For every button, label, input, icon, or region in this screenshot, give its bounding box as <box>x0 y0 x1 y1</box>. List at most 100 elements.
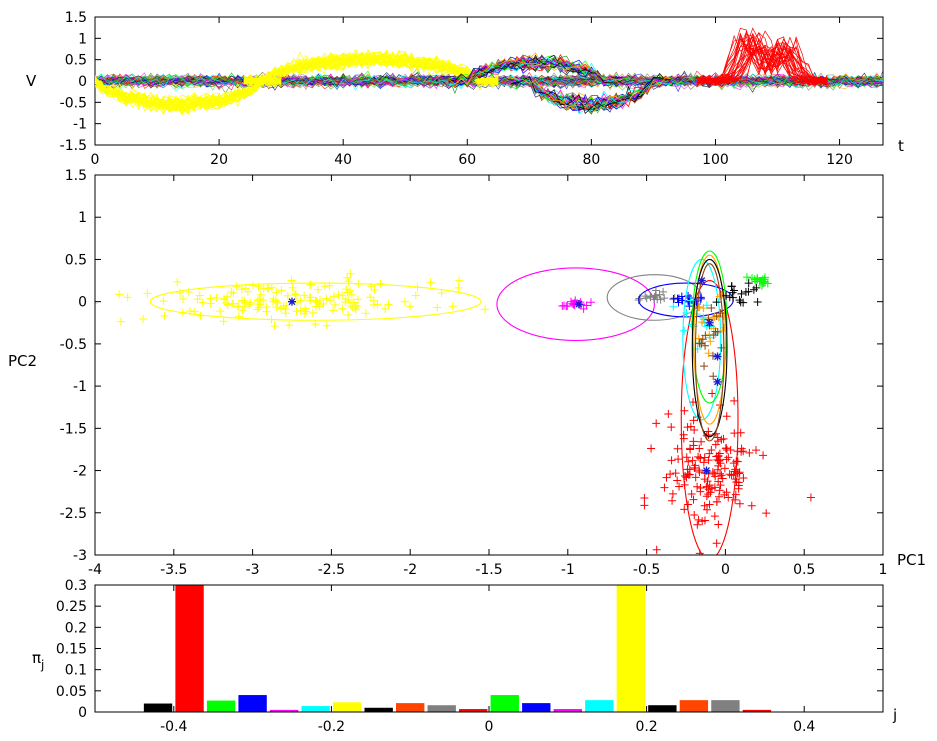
scatter-point <box>702 492 711 501</box>
scatter-point <box>115 290 124 299</box>
scatter-point <box>680 326 689 335</box>
bar <box>679 700 709 712</box>
y-axis-title: V <box>26 72 37 90</box>
scatter-point <box>290 290 299 299</box>
scatter-point <box>198 298 207 307</box>
x-tick-label: -0.5 <box>633 562 660 578</box>
waveform-trace <box>696 37 828 85</box>
scatter-point <box>206 294 215 303</box>
scatter-point <box>693 482 702 491</box>
scatter-point <box>730 467 739 476</box>
scatter-point <box>753 297 762 306</box>
scatter-point <box>311 296 320 305</box>
waveform-trace <box>696 38 828 85</box>
y-tick-label: -1.5 <box>60 138 87 154</box>
scatter-point <box>706 337 715 346</box>
scatter-point <box>712 298 721 307</box>
scatter-point <box>731 465 740 474</box>
scatter-point <box>216 307 225 316</box>
scatter-point <box>354 295 363 304</box>
x-tick-label: -3.5 <box>160 562 187 578</box>
scatter-point <box>660 294 669 303</box>
scatter-point <box>682 453 691 462</box>
scatter-point <box>640 493 649 502</box>
scatter-point <box>334 290 343 299</box>
y-tick-label: -3 <box>73 548 87 564</box>
scatter-point <box>684 500 693 509</box>
scatter-point <box>714 313 723 322</box>
scatter-point <box>697 437 706 446</box>
scatter-point <box>406 302 415 311</box>
scatter-point <box>690 463 699 472</box>
scatter-point <box>681 472 690 481</box>
scatter-point <box>668 496 677 505</box>
scatter-point <box>699 458 708 467</box>
scatter-point <box>344 311 353 320</box>
scatter-point <box>262 307 271 316</box>
scatter-point <box>116 317 125 326</box>
bar <box>711 700 740 712</box>
waveform-trace <box>510 76 673 111</box>
y-tick-label: 0.5 <box>65 252 87 268</box>
scatter-point <box>300 291 309 300</box>
scatter-point <box>381 304 390 313</box>
scatter-point <box>708 468 717 477</box>
scatter-point <box>448 302 457 311</box>
scatter-point <box>652 291 661 300</box>
scatter-point <box>741 287 750 296</box>
scatter-point <box>301 304 310 313</box>
x-tick-label: -0.2 <box>318 719 345 735</box>
scatter-point <box>246 298 255 307</box>
scatter-point <box>695 549 704 555</box>
x-axis-title: PC1 <box>897 551 926 569</box>
scatter-point <box>254 282 263 291</box>
scatter-point <box>347 290 356 299</box>
scatter-point <box>714 520 723 529</box>
scatter-point <box>736 428 745 437</box>
scatter-point <box>586 298 595 307</box>
scatter-point <box>704 349 713 358</box>
y-tick-label: 0 <box>78 295 87 311</box>
scatter-point <box>344 277 353 286</box>
scatter-point <box>704 427 713 436</box>
scatter-point <box>760 273 769 282</box>
scatter-point <box>413 283 422 292</box>
x-tick-label: -2.5 <box>318 562 345 578</box>
scatter-point <box>724 453 733 462</box>
waveform-trace <box>448 56 623 87</box>
scatter-point <box>725 293 734 302</box>
scatter-point <box>693 520 702 529</box>
scatter-point <box>732 475 741 484</box>
scatter-point <box>650 293 659 302</box>
scatter-point <box>683 423 692 432</box>
x-tick-label: 0 <box>485 719 494 735</box>
scatter-point <box>722 446 731 455</box>
scatter-point <box>647 444 656 453</box>
bar <box>553 709 582 712</box>
scatter-point <box>739 473 748 482</box>
scatter-point <box>185 306 194 315</box>
scatter-point <box>693 344 702 353</box>
scatter-point <box>698 335 707 344</box>
scatter-point <box>330 300 339 309</box>
scatter-point <box>253 305 262 314</box>
scatter-point <box>715 486 724 495</box>
scatter-point <box>175 288 184 297</box>
scatter-point <box>708 351 717 360</box>
waveform-trace <box>95 78 282 111</box>
y-tick-label: -1.5 <box>60 421 87 437</box>
scatter-point <box>703 505 712 514</box>
scatter-point <box>566 297 575 306</box>
scatter-point <box>710 512 719 521</box>
scatter-point <box>684 457 693 466</box>
scatter-point <box>219 317 228 326</box>
scatter-point <box>700 516 709 525</box>
y-tick-label: 1.5 <box>65 10 87 26</box>
scatter-point <box>656 295 665 304</box>
scatter-point <box>292 307 301 316</box>
scatter-point <box>195 291 204 300</box>
scatter-point <box>281 309 290 318</box>
x-tick-label: 100 <box>702 152 729 168</box>
waveform-trace <box>95 79 282 111</box>
scatter-point <box>321 282 330 291</box>
